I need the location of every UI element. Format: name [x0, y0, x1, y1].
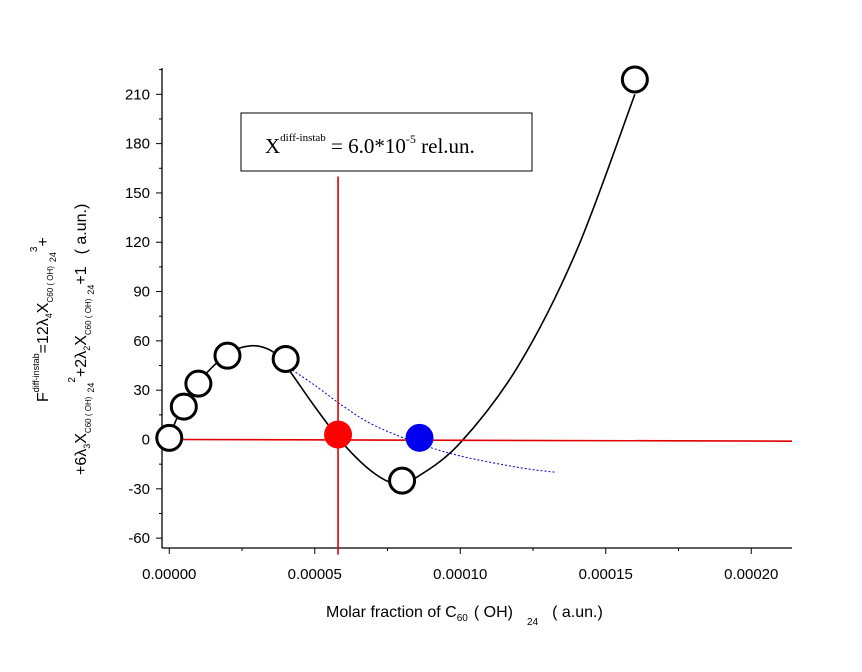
y-title-2-sup1: 2 — [67, 377, 78, 383]
x-axis-title-main: Molar fraction of C — [326, 604, 457, 621]
x-tick-label: 0.00000 — [142, 566, 196, 583]
annotation-text: Xdiff-instab = 6.0*10-5 rel.un. — [265, 132, 475, 158]
annotation-base: X — [265, 134, 280, 158]
y-title-2-t4: X — [73, 335, 90, 346]
y-title-2-sub5: C60 ( OH) — [84, 298, 93, 335]
y-title-1-t4: + — [35, 237, 52, 246]
annotation-sup: diff-instab — [280, 132, 326, 144]
y-title-1-sup2: 3 — [29, 246, 40, 252]
x-tick-label: 0.00010 — [433, 566, 487, 583]
y-title-2-sub3: 24 — [86, 383, 96, 393]
y-title-1-t1: F — [35, 392, 52, 402]
blue-point — [405, 423, 434, 452]
y-title-2-t5: +1 — [73, 266, 90, 284]
axes: -60 -30 0 30 60 90 120 150 180 210 0.00000 0.00005 0… — [125, 68, 792, 583]
y-axis-title-line1: Fdiff-instab=12λ4XC60 ( OH) 24 3+ — [29, 237, 58, 402]
y-tick-label: 30 — [133, 382, 150, 399]
x-tick-label: 0.00020 — [724, 566, 778, 583]
y-title-2-sub4: 2 — [82, 346, 92, 351]
y-axis-title-line2: +6λ3XC60 ( OH)242+2λ2XC60 ( OH)24+1( a.u… — [67, 204, 96, 475]
y-tick-label: 0 — [142, 432, 150, 449]
data-point — [184, 369, 213, 398]
y-tick-label: 60 — [133, 333, 150, 350]
annotation-tail: rel.un. — [416, 134, 475, 158]
horizontal-line-path — [169, 438, 793, 442]
y-title-2-t3: +2λ — [73, 351, 90, 377]
annotation-mid: = 6.0*10 — [326, 134, 406, 158]
x-axis-title-sub1: 60 — [457, 613, 469, 624]
annotation-box — [240, 112, 533, 172]
data-point — [388, 466, 417, 495]
annotation-exp: -5 — [406, 132, 416, 146]
x-axis-title: Molar fraction of C60 ( OH) 24 ( a.un.) — [326, 604, 603, 628]
data-point — [213, 341, 242, 370]
y-tick-label: 90 — [133, 284, 150, 301]
x-tick-label: 0.00005 — [288, 566, 342, 583]
data-point — [169, 392, 198, 421]
dotted-curve-path — [285, 365, 557, 473]
y-tick-label: -60 — [128, 530, 150, 547]
y-title-2-sub2: C60 ( OH) — [84, 396, 93, 433]
red-point — [324, 420, 353, 449]
x-axis-title-sub2: 24 — [527, 617, 539, 628]
data-point — [620, 65, 649, 94]
y-tick-label: 180 — [125, 136, 150, 153]
y-tick-label: 210 — [125, 86, 150, 103]
y-tick-label: 150 — [125, 185, 150, 202]
y-title-2-t6: ( a.un.) — [73, 204, 90, 255]
y-title-1-sub2: C60 ( OH) — [46, 266, 55, 303]
y-title-2-t1: +6λ — [73, 449, 90, 475]
y-title-2-sub6: 24 — [86, 285, 96, 295]
y-title-2-sub1: 3 — [82, 444, 92, 449]
y-title-1-sub3: 24 — [48, 252, 58, 262]
x-tick-label: 0.00015 — [579, 566, 633, 583]
y-title-1-sup1: diff-instab — [31, 353, 41, 392]
series-markers — [155, 65, 649, 495]
y-title-1-t2: =12λ — [35, 318, 52, 353]
y-title-1-t3: X — [35, 302, 52, 313]
data-point — [271, 344, 300, 373]
y-title-1-sub1: 4 — [44, 313, 54, 318]
y-tick-label: 120 — [125, 234, 150, 251]
x-axis-title-mid: ( OH) — [474, 604, 513, 621]
y-tick-label: -30 — [128, 481, 150, 498]
y-title-2-t2: X — [73, 433, 90, 444]
data-point — [155, 423, 184, 452]
x-axis-title-tail: ( a.un.) — [552, 604, 603, 621]
